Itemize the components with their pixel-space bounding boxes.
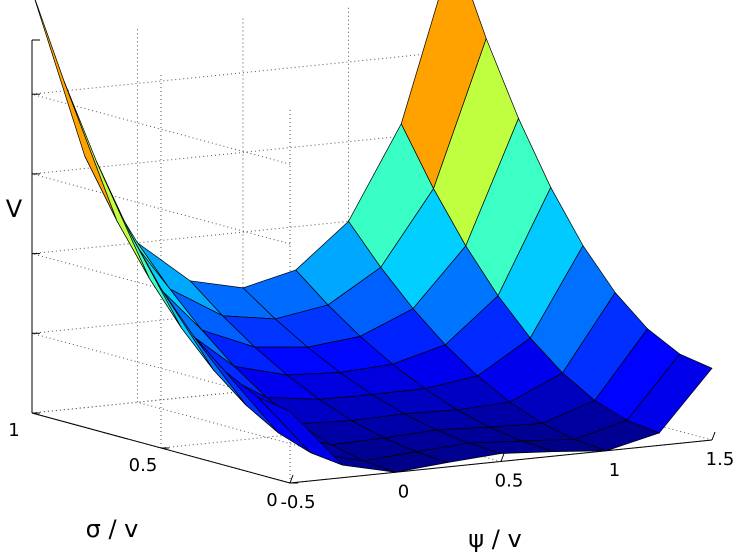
y-tick-label: 0	[266, 490, 277, 511]
grid-line	[31, 173, 291, 245]
x-tick-label: 0	[398, 481, 409, 502]
x-tick-label: -0.5	[280, 492, 315, 513]
x-tick-label: 0.5	[495, 471, 524, 492]
grid-line	[31, 130, 455, 175]
x-tick	[711, 431, 716, 441]
x-tick	[289, 474, 294, 484]
x-axis-label: ψ / v	[468, 525, 521, 553]
surface-patch	[257, 396, 344, 466]
grid-line	[31, 210, 455, 255]
grid-line	[31, 50, 455, 95]
y-axis-label: σ / v	[86, 515, 139, 543]
x-tick	[500, 453, 505, 462]
y-tick-label: 1	[8, 420, 19, 441]
grid-line	[453, 369, 713, 441]
x-tick-label: 1.5	[706, 449, 735, 470]
x-tick-label: 1	[609, 460, 620, 481]
z-axis-label: V	[6, 195, 23, 223]
grid-line	[31, 93, 291, 165]
y-tick-label: 0.5	[129, 455, 158, 476]
